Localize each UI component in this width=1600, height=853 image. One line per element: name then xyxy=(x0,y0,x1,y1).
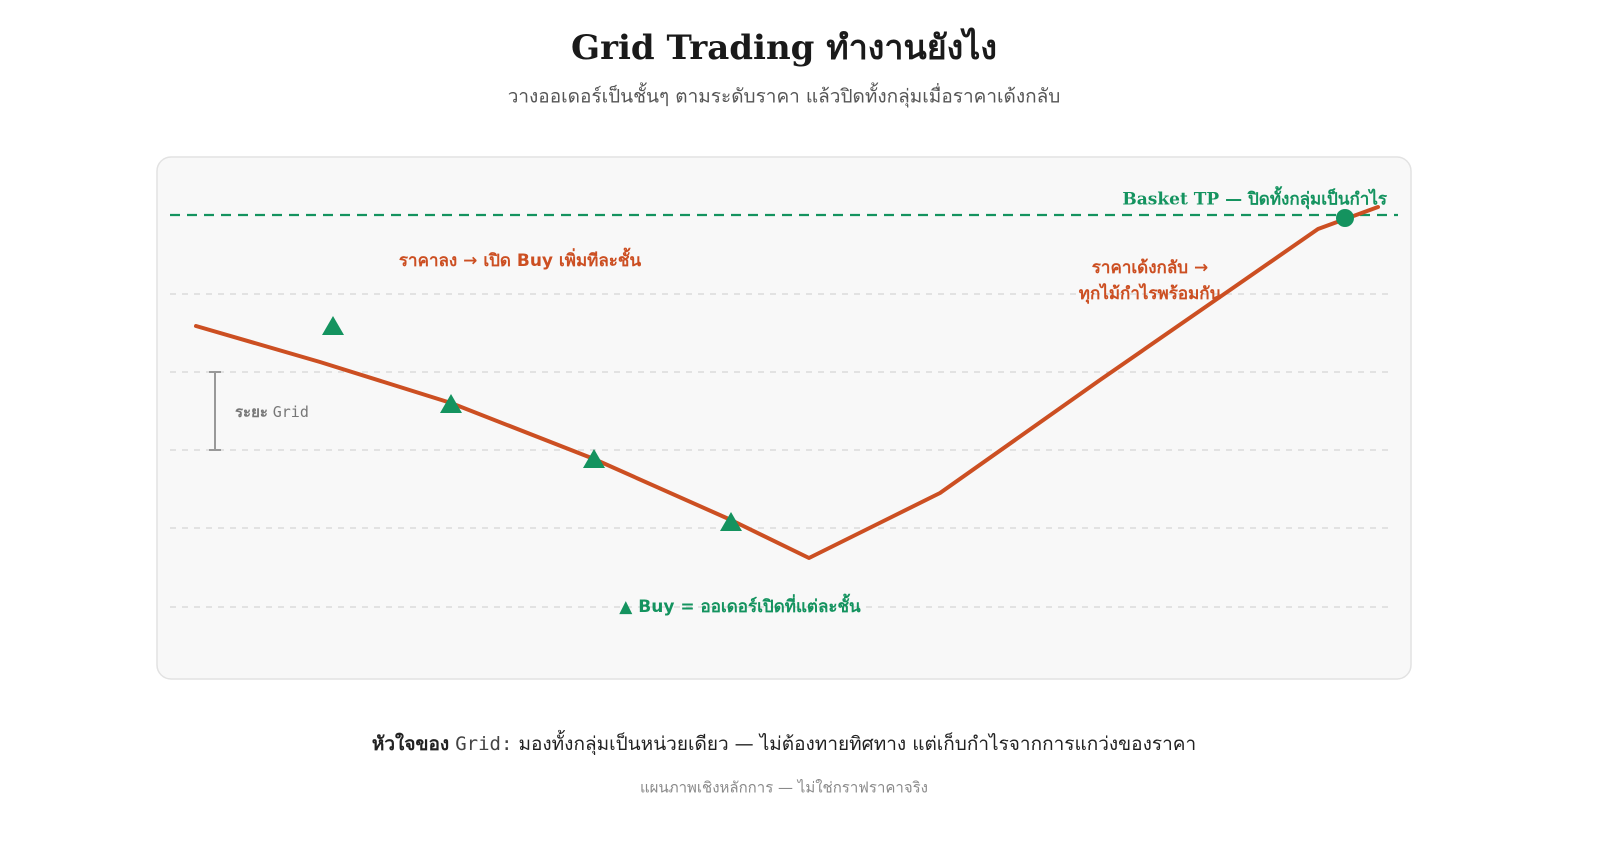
buy-marker xyxy=(322,316,344,335)
price-line xyxy=(194,205,1380,560)
buy-marker xyxy=(583,449,605,468)
footer-note: แผนภาพเชิงหลักการ — ไม่ใช่กราฟราคาจริง xyxy=(640,779,928,797)
subtitle: วางออเดอร์เป็นชั้นๆ ตามระดับราคา แล้วปิด… xyxy=(508,83,1061,109)
falling-label: ราคาลง → เปิด Buy เพิ่มทีละชั้น xyxy=(399,247,642,271)
buy-marker xyxy=(440,394,462,413)
grid-bracket xyxy=(209,371,221,451)
buy-markers xyxy=(322,316,742,531)
rebound-label: ทุกไม้กำไรพร้อมกัน xyxy=(1079,283,1222,304)
grid-spacing-word: ระยะ xyxy=(235,403,268,421)
legend: ▲ Buy = ออเดอร์เปิดที่แต่ละชั้น xyxy=(619,593,861,617)
basket-tp-label: Basket TP — ปิดทั้งกลุ่มเป็นกำไร xyxy=(1122,186,1387,210)
grid-spacing-keyword: Grid xyxy=(273,403,309,421)
rebound-label: ราคาเด้งกลับ → xyxy=(1092,258,1208,278)
footer-text: หัวใจของ Grid: มองทั้งกลุ่มเป็นหน่วยเดีย… xyxy=(372,730,1196,756)
tp-point xyxy=(1336,209,1354,227)
grid-spacing-label: ระยะ Grid xyxy=(235,403,309,421)
footer-body: มองทั้งกลุ่มเป็นหน่วยเดียว — ไม่ต้องทายท… xyxy=(518,730,1196,756)
title: Grid Trading ทำงานยังไง xyxy=(571,27,997,68)
footer-prefix: หัวใจของ xyxy=(372,732,449,755)
footer-keyword: Grid: xyxy=(455,733,512,755)
diagram-card xyxy=(156,156,1412,680)
buy-marker xyxy=(720,512,742,531)
